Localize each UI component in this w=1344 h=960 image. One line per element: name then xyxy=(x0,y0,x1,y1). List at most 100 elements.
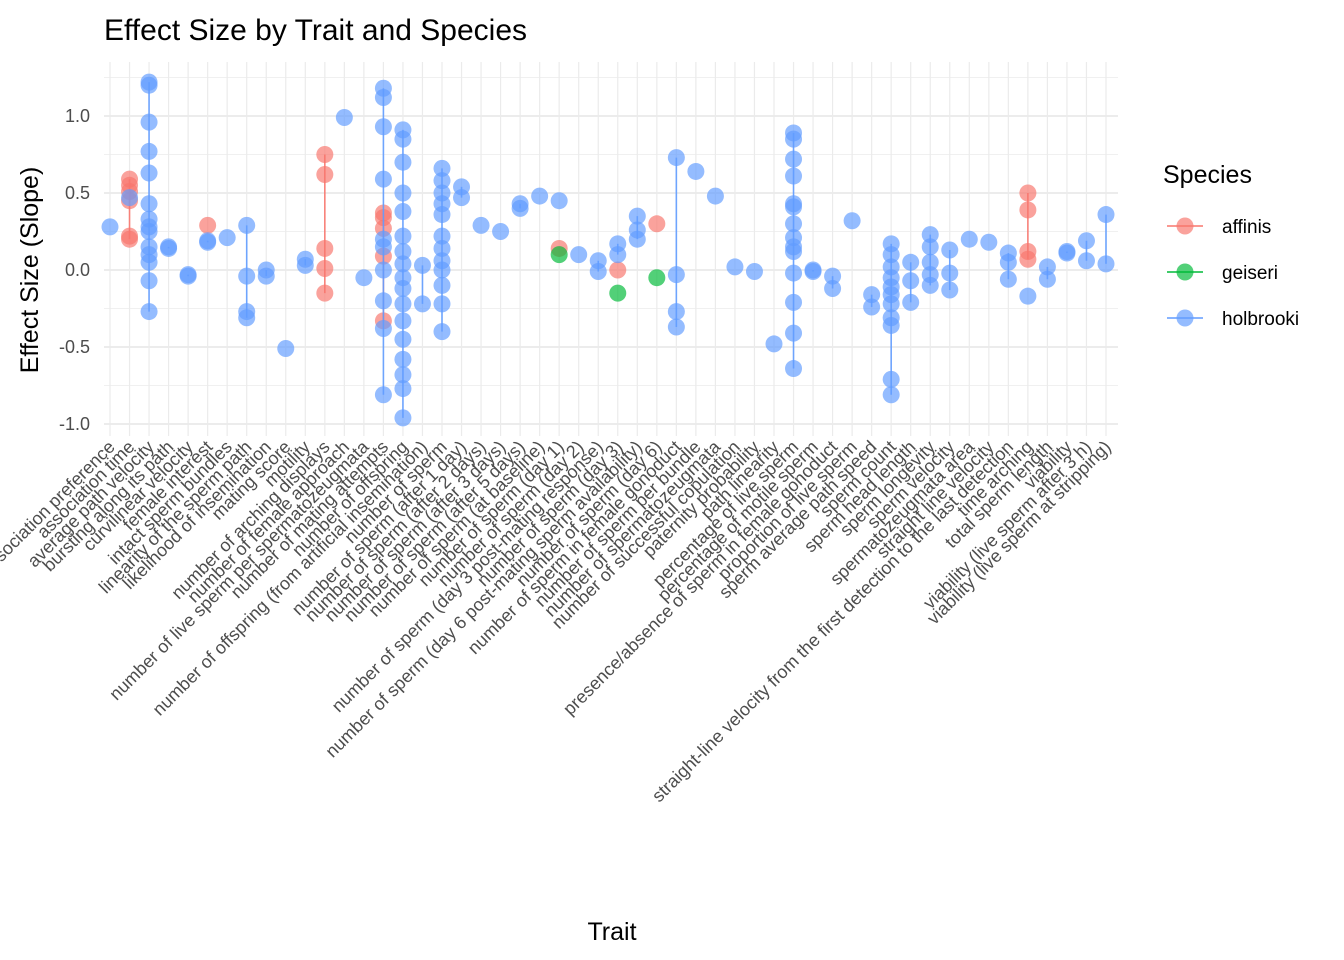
point-holbrooki xyxy=(785,215,803,233)
point-holbrooki xyxy=(863,286,881,304)
point-holbrooki xyxy=(667,149,685,167)
point-holbrooki xyxy=(433,295,451,313)
point-affinis xyxy=(316,166,334,184)
point-holbrooki xyxy=(140,142,158,160)
point-holbrooki xyxy=(999,270,1017,288)
point-holbrooki xyxy=(921,238,939,256)
point-holbrooki xyxy=(433,172,451,190)
point-holbrooki xyxy=(374,320,392,338)
point-holbrooki xyxy=(785,360,803,378)
point-holbrooki xyxy=(199,232,217,250)
point-holbrooki xyxy=(941,281,959,299)
point-holbrooki xyxy=(394,184,412,202)
point-holbrooki xyxy=(687,162,705,180)
point-holbrooki xyxy=(374,170,392,188)
legend-label-geiseri: geiseri xyxy=(1222,263,1278,284)
point-holbrooki xyxy=(1038,258,1056,276)
point-holbrooki xyxy=(921,253,939,271)
point-holbrooki xyxy=(882,370,900,388)
point-holbrooki xyxy=(902,253,920,271)
y-axis-ticks: -1.0 -0.5 0.0 0.5 1.0 xyxy=(59,106,90,434)
point-holbrooki xyxy=(1077,232,1095,250)
legend-label-holbrooki: holbrooki xyxy=(1222,309,1299,330)
point-holbrooki xyxy=(394,366,412,384)
point-holbrooki xyxy=(785,324,803,342)
point-holbrooki xyxy=(1019,287,1037,305)
point-holbrooki xyxy=(882,295,900,313)
plot-grid xyxy=(104,62,1118,436)
point-holbrooki xyxy=(121,189,139,207)
point-holbrooki xyxy=(785,130,803,148)
legend-key-point xyxy=(1176,217,1194,235)
y-tick-label: 0.0 xyxy=(65,260,90,280)
legend-key-point xyxy=(1176,309,1194,327)
point-holbrooki xyxy=(609,246,627,264)
point-holbrooki xyxy=(374,386,392,404)
point-holbrooki xyxy=(374,292,392,310)
point-holbrooki xyxy=(140,113,158,131)
legend-title: Species xyxy=(1163,161,1252,189)
point-affinis xyxy=(316,284,334,302)
point-affinis xyxy=(609,261,627,279)
point-holbrooki xyxy=(140,164,158,182)
point-geiseri xyxy=(609,284,627,302)
point-holbrooki xyxy=(140,253,158,271)
point-holbrooki xyxy=(785,198,803,216)
point-holbrooki xyxy=(472,216,490,234)
legend: Species affinis geiseri holbrooki xyxy=(1163,161,1299,330)
point-holbrooki xyxy=(160,239,178,257)
y-tick-label: 1.0 xyxy=(65,106,90,126)
point-holbrooki xyxy=(843,212,861,230)
point-holbrooki xyxy=(1038,270,1056,288)
y-tick-label: -1.0 xyxy=(59,414,90,434)
legend-key-point xyxy=(1176,263,1194,281)
point-holbrooki xyxy=(745,263,763,281)
point-holbrooki xyxy=(785,243,803,261)
point-holbrooki xyxy=(941,241,959,259)
point-holbrooki xyxy=(570,246,588,264)
point-holbrooki xyxy=(667,318,685,336)
point-affinis xyxy=(1019,201,1037,219)
point-holbrooki xyxy=(589,263,607,281)
point-holbrooki xyxy=(941,264,959,282)
point-holbrooki xyxy=(140,272,158,290)
point-holbrooki xyxy=(140,223,158,240)
point-holbrooki xyxy=(1097,255,1115,273)
point-holbrooki xyxy=(238,309,256,327)
point-holbrooki xyxy=(394,380,412,398)
point-holbrooki xyxy=(179,267,197,285)
point-holbrooki xyxy=(765,335,783,353)
point-holbrooki xyxy=(433,261,451,279)
point-holbrooki xyxy=(140,76,158,94)
point-holbrooki xyxy=(394,202,412,220)
point-holbrooki xyxy=(394,350,412,368)
point-holbrooki xyxy=(394,243,412,261)
point-holbrooki xyxy=(882,316,900,334)
point-holbrooki xyxy=(433,276,451,294)
point-holbrooki xyxy=(394,279,412,297)
point-holbrooki xyxy=(667,266,685,284)
point-holbrooki xyxy=(999,253,1017,271)
legend-label-affinis: affinis xyxy=(1222,217,1271,238)
point-holbrooki xyxy=(804,263,822,281)
point-holbrooki xyxy=(824,267,842,285)
point-affinis xyxy=(316,239,334,257)
point-holbrooki xyxy=(413,295,431,313)
point-holbrooki xyxy=(433,323,451,341)
point-holbrooki xyxy=(492,223,510,240)
point-holbrooki xyxy=(433,206,451,224)
point-holbrooki xyxy=(726,258,744,276)
point-holbrooki xyxy=(824,279,842,297)
point-holbrooki xyxy=(785,150,803,168)
point-affinis xyxy=(316,146,334,163)
point-holbrooki xyxy=(296,256,314,274)
point-holbrooki xyxy=(785,293,803,311)
point-holbrooki xyxy=(921,276,939,294)
point-holbrooki xyxy=(277,340,295,358)
point-holbrooki xyxy=(785,167,803,185)
x-axis-title: Trait xyxy=(587,918,636,946)
point-holbrooki xyxy=(882,386,900,404)
point-holbrooki xyxy=(628,207,646,225)
y-tick-label: -0.5 xyxy=(59,337,90,357)
